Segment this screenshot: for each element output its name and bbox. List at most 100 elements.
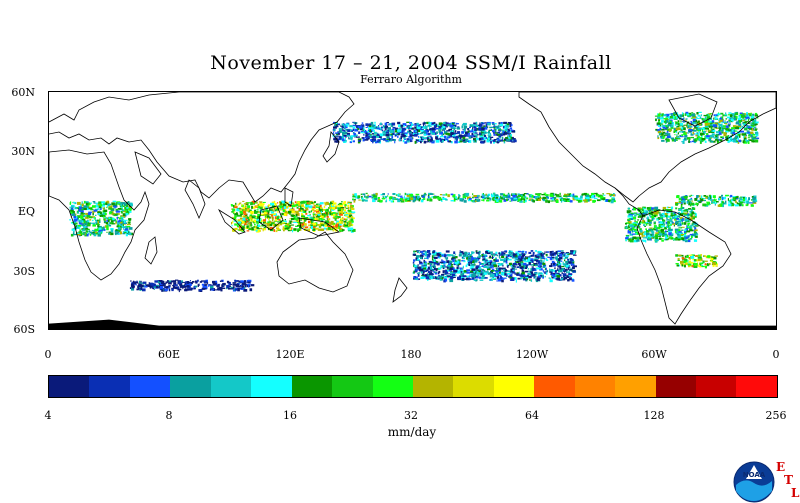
rain-pixel [326,218,328,220]
rain-pixel [510,136,514,139]
rain-pixel [728,119,733,122]
rain-pixel [307,214,311,217]
rain-pixel [705,196,708,199]
rain-pixel [268,223,273,227]
rain-pixel [403,137,406,139]
rain-pixel [409,138,414,140]
rain-pixel [547,200,550,204]
rain-pixel [747,118,750,122]
rain-pixel [339,228,343,231]
rain-pixel [239,202,242,204]
rain-pixel [466,263,469,266]
rain-pixel [721,126,723,130]
rain-pixel [339,130,342,133]
rain-pixel [684,228,687,231]
rain-pixel [108,224,112,227]
rain-pixel [734,113,736,116]
rain-pixel [637,208,641,210]
rain-pixel [282,203,287,207]
rain-pixel [399,198,403,200]
rain-pixel [718,123,723,127]
rain-pixel [680,122,684,126]
rain-pixel [389,138,391,141]
rain-pixel [492,139,496,142]
rain-pixel [537,198,541,201]
rain-pixel [699,132,704,136]
rain-pixel [239,208,243,210]
rain-pixel [70,233,74,237]
rain-pixel [264,216,268,219]
rain-pixel [125,234,128,237]
rain-pixel [675,122,680,124]
rain-pixel [730,131,733,134]
rain-pixel [752,119,756,123]
rain-pixel [342,212,345,214]
rain-pixel [737,134,741,136]
rain-pixel [561,277,564,280]
rain-pixel [562,263,567,266]
rain-pixel [129,209,132,212]
rain-pixel [481,130,486,132]
rain-pixel [97,233,101,237]
rain-pixel [424,138,427,140]
rain-pixel [688,195,692,197]
rain-pixel [251,227,254,231]
rain-pixel [710,131,715,133]
rain-pixel [348,210,352,213]
rain-pixel [722,137,724,140]
rain-pixel [75,216,78,219]
rain-pixel [282,207,284,210]
rain-pixel [291,227,293,230]
rain-pixel [128,207,132,211]
rain-pixel [234,206,238,209]
rain-pixel [696,124,700,127]
rain-pixel [516,273,520,276]
rain-pixel [497,125,500,128]
rain-pixel [687,262,692,265]
rain-pixel [256,209,259,211]
rain-pixel [295,211,299,214]
rain-pixel [735,126,739,130]
rain-pixel [307,218,310,220]
rain-pixel [308,205,313,209]
rain-pixel [344,214,349,216]
rain-pixel [352,128,354,131]
rain-pixel [332,223,336,225]
rain-pixel [472,257,477,260]
rain-pixel [331,200,335,202]
rain-pixel [491,194,495,198]
rain-pixel [717,204,721,207]
rain-pixel [633,239,638,243]
rain-pixel [245,210,247,214]
rain-pixel [315,222,318,225]
rain-pixel [86,233,89,237]
rain-pixel [392,193,395,195]
rain-pixel [528,270,532,272]
rain-pixel [683,209,687,212]
rain-pixel [291,210,295,214]
rain-pixel [92,231,95,234]
rain-pixel [383,132,386,134]
rain-pixel [690,121,692,123]
rain-pixel [657,135,659,138]
rain-pixel [550,269,554,272]
rain-pixel [675,204,677,206]
rain-pixel [631,216,635,220]
rain-pixel [312,202,315,205]
rain-pixel [338,128,342,131]
rain-pixel [243,213,247,215]
rain-pixel [426,137,429,140]
rain-pixel [117,220,122,223]
rain-pixel [696,128,698,131]
rain-pixel [501,136,504,140]
rain-pixel [415,193,420,196]
rain-pixel [752,134,756,136]
rain-pixel [310,226,313,229]
rain-pixel [483,125,486,128]
rain-pixel [663,114,667,116]
rain-pixel [661,225,665,228]
rain-pixel [549,193,554,197]
rain-pixel [270,211,274,214]
rain-pixel [645,222,648,224]
rain-pixel [71,207,74,210]
